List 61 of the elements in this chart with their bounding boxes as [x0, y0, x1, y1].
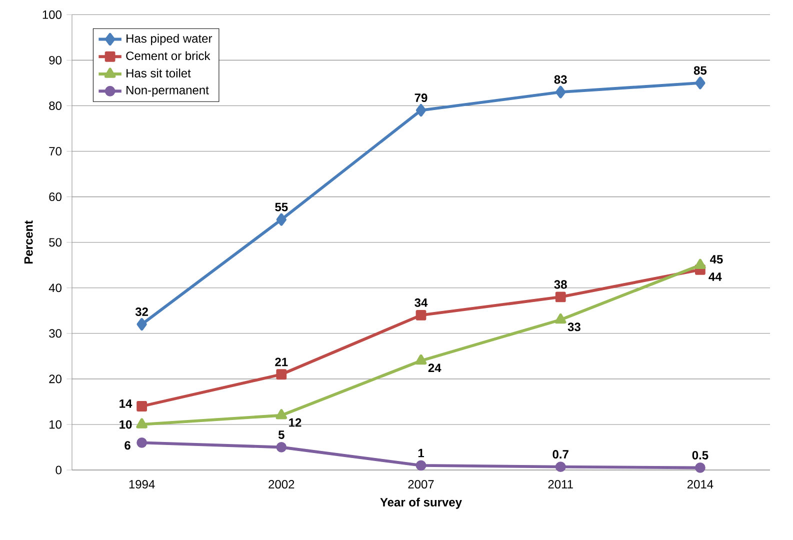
point — [416, 460, 426, 471]
data-label: 0.7 — [552, 450, 568, 459]
x-axis-title: Year of survey — [380, 498, 462, 509]
data-label: 24 — [428, 364, 442, 372]
y-tick-label: 70 — [49, 147, 62, 156]
data-label: 83 — [554, 75, 567, 84]
point — [276, 409, 288, 420]
point — [555, 462, 566, 472]
data-label: 14 — [120, 399, 132, 408]
y-tick-label: 50 — [49, 238, 62, 247]
data-label: 1 — [418, 448, 424, 458]
point — [276, 442, 287, 452]
data-label: 44 — [708, 272, 722, 281]
data-label: 85 — [694, 66, 707, 75]
point — [276, 213, 286, 226]
y-tick-label: 30 — [49, 329, 62, 338]
data-label: 0.5 — [692, 450, 708, 460]
data-label: 5 — [278, 430, 284, 439]
point — [136, 418, 148, 428]
y-tick-label: 60 — [49, 192, 62, 202]
x-tick-label: 1994 — [129, 480, 155, 489]
x-tick-label: 2002 — [268, 480, 294, 489]
legend-label: Has sit toilet — [126, 68, 191, 78]
data-label: 6 — [124, 441, 130, 450]
point — [695, 76, 706, 90]
legend-label: Cement or brick — [126, 51, 210, 60]
point — [276, 369, 287, 380]
data-label: 79 — [414, 94, 428, 102]
point — [136, 318, 147, 331]
y-tick-label: 90 — [49, 56, 62, 64]
point — [416, 104, 426, 117]
legend-label: Has piped water — [126, 34, 212, 46]
point — [416, 310, 426, 320]
data-label: 38 — [554, 280, 567, 289]
y-axis-title: Percent — [24, 220, 33, 264]
x-tick-label: 2014 — [687, 480, 714, 489]
y-tick-label: 0 — [56, 466, 62, 474]
point — [136, 437, 148, 448]
point — [556, 86, 566, 98]
data-label: 12 — [289, 418, 302, 427]
y-tick-label: 80 — [49, 101, 62, 110]
legend-label: Non-permanent — [126, 86, 209, 97]
point — [415, 354, 427, 365]
y-tick-label: 10 — [50, 420, 62, 429]
x-tick-label: 2011 — [548, 480, 573, 489]
point — [136, 401, 148, 412]
point — [555, 292, 566, 302]
point — [694, 258, 706, 269]
y-tick-label: 100 — [42, 10, 62, 19]
data-label: 34 — [414, 298, 428, 307]
y-tick-label: 40 — [48, 284, 62, 292]
data-label: 10 — [120, 420, 132, 429]
data-label: 45 — [710, 255, 723, 264]
point — [695, 462, 706, 473]
point — [554, 313, 566, 324]
data-label: 32 — [135, 308, 148, 316]
data-label: 21 — [275, 358, 288, 366]
data-label: 55 — [275, 202, 288, 212]
data-label: 33 — [568, 322, 580, 332]
y-tick-label: 20 — [49, 374, 62, 384]
x-tick-label: 2007 — [408, 480, 434, 489]
